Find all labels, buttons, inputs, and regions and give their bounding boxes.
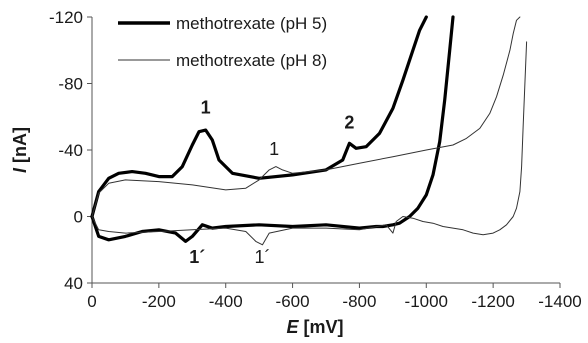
peak-label: 2	[344, 112, 354, 132]
series-line-ph8-forward	[91, 16, 521, 217]
y-tick-label: 0	[74, 208, 83, 227]
peak-label: 1	[201, 97, 211, 117]
x-tick-label: -1200	[471, 292, 514, 311]
x-axis-unit: [mV]	[304, 317, 344, 337]
legend-label-ph5: methotrexate (pH 5)	[176, 14, 327, 33]
x-tick-label: -1400	[538, 292, 581, 311]
y-axis-unit: [nA]	[10, 127, 30, 163]
peak-label: 1´	[189, 247, 205, 267]
peak-label: 1	[269, 139, 279, 159]
series-layer	[90, 15, 528, 246]
legend-label-ph8: methotrexate (pH 8)	[176, 51, 327, 70]
x-tick-label: -800	[342, 292, 376, 311]
x-ticks: 0 -200 -400 -600 -800 -1000 -1200 -1400	[87, 283, 582, 311]
y-tick-label: -80	[58, 75, 83, 94]
y-axis-title: I [nA]	[10, 127, 30, 173]
x-tick-label: -600	[276, 292, 310, 311]
series-line-ph5-reverse	[90, 15, 455, 243]
legend: methotrexate (pH 5) methotrexate (pH 8)	[118, 14, 327, 70]
x-tick-label: 0	[87, 292, 96, 311]
peak-label: 1´	[254, 247, 270, 267]
y-tick-label: -40	[58, 141, 83, 160]
x-axis-title: E [mV]	[286, 317, 343, 337]
peak-annotations: 1 1 2 1´ 1´	[189, 97, 354, 267]
y-axis-symbol: I	[10, 167, 30, 173]
y-ticks: -120 -80 -40 0 40	[49, 8, 92, 293]
x-tick-label: -1000	[405, 292, 448, 311]
series-line-ph5-forward	[90, 15, 428, 219]
x-tick-label: -400	[209, 292, 243, 311]
svg-text:E [mV]: E [mV]	[286, 317, 343, 337]
x-axis-symbol: E	[286, 317, 299, 337]
y-tick-label: 40	[64, 274, 83, 293]
x-tick-label: -200	[142, 292, 176, 311]
y-tick-label: -120	[49, 8, 83, 27]
series-line-ph8-reverse	[91, 41, 528, 246]
svg-text:I [nA]: I [nA]	[10, 127, 30, 173]
